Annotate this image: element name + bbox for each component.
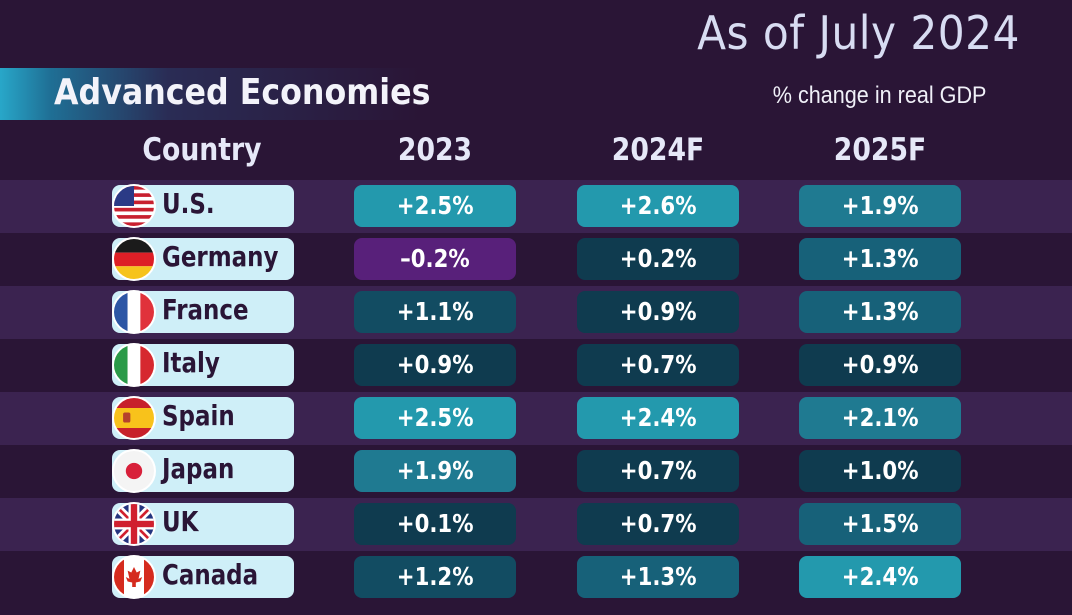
value-text: +2.5%	[396, 403, 474, 432]
germany-flag-icon	[112, 237, 156, 281]
country-name: Japan	[162, 452, 235, 485]
column-header-country: Country	[142, 132, 262, 168]
value-text: +1.5%	[841, 509, 919, 538]
table-row: U.S. +2.5% +2.6% +1.9%	[0, 180, 1072, 233]
column-header-2025f: 2025F	[833, 132, 927, 168]
value-text: +2.5%	[396, 191, 474, 220]
value-text: +0.9%	[619, 297, 697, 326]
value-cell-2025f: +1.3%	[799, 238, 961, 280]
value-text: –0.2%	[400, 244, 470, 273]
value-cell-2025f: +1.9%	[799, 185, 961, 227]
value-text: +0.7%	[619, 509, 697, 538]
value-text: +2.4%	[841, 562, 919, 591]
country-name: Germany	[162, 240, 279, 273]
value-text: +0.2%	[619, 244, 697, 273]
value-cell-2024f: +2.6%	[577, 185, 739, 227]
value-cell-2025f: +2.1%	[799, 397, 961, 439]
value-text: +0.9%	[396, 350, 474, 379]
table-row: Spain +2.5% +2.4% +2.1%	[0, 392, 1072, 445]
france-flag-icon	[112, 290, 156, 334]
country-name: Italy	[162, 346, 220, 379]
column-header-2023: 2023	[397, 132, 473, 168]
value-cell-2024f: +0.7%	[577, 344, 739, 386]
value-cell-2024f: +1.3%	[577, 556, 739, 598]
value-cell-2024f: +0.7%	[577, 503, 739, 545]
value-text: +0.7%	[619, 350, 697, 379]
value-text: +2.6%	[619, 191, 697, 220]
value-cell-2025f: +1.0%	[799, 450, 961, 492]
value-cell-2023: +1.1%	[354, 291, 516, 333]
section-band	[0, 68, 420, 120]
value-text: +1.9%	[841, 191, 919, 220]
canada-flag-icon	[112, 555, 156, 599]
value-text: +1.9%	[396, 456, 474, 485]
table-row: Japan +1.9% +0.7% +1.0%	[0, 445, 1072, 498]
value-text: +2.4%	[619, 403, 697, 432]
value-cell-2023: +1.2%	[354, 556, 516, 598]
section-title: Advanced Economies	[54, 72, 431, 113]
value-cell-2023: +1.9%	[354, 450, 516, 492]
spain-flag-icon	[112, 396, 156, 440]
value-text: +0.9%	[841, 350, 919, 379]
table-row: Canada +1.2% +1.3% +2.4%	[0, 551, 1072, 604]
value-text: +0.1%	[396, 509, 474, 538]
unit-note: % change in real GDP	[772, 82, 986, 109]
value-cell-2025f: +1.5%	[799, 503, 961, 545]
value-text: +1.3%	[619, 562, 697, 591]
table-row: Italy +0.9% +0.7% +0.9%	[0, 339, 1072, 392]
value-cell-2025f: +2.4%	[799, 556, 961, 598]
country-name: France	[162, 293, 249, 326]
table-body: U.S. +2.5% +2.6% +1.9% Germany –0.2% +0.…	[0, 180, 1072, 604]
page-subtitle: As of July 2024	[697, 6, 1020, 60]
uk-flag-icon	[112, 502, 156, 546]
country-name: U.S.	[162, 187, 215, 220]
table-row: UK +0.1% +0.7% +1.5%	[0, 498, 1072, 551]
value-text: +1.3%	[841, 297, 919, 326]
value-cell-2023: +2.5%	[354, 185, 516, 227]
country-name: Spain	[162, 399, 235, 432]
value-text: +1.1%	[396, 297, 474, 326]
column-header-2024f: 2024F	[611, 132, 705, 168]
value-cell-2024f: +0.7%	[577, 450, 739, 492]
table-row: France +1.1% +0.9% +1.3%	[0, 286, 1072, 339]
italy-flag-icon	[112, 343, 156, 387]
value-cell-2024f: +0.9%	[577, 291, 739, 333]
value-text: +1.2%	[396, 562, 474, 591]
table-row: Germany –0.2% +0.2% +1.3%	[0, 233, 1072, 286]
country-name: UK	[162, 505, 199, 538]
value-cell-2023: +0.9%	[354, 344, 516, 386]
value-cell-2023: +2.5%	[354, 397, 516, 439]
japan-flag-icon	[112, 449, 156, 493]
value-text: +1.0%	[841, 456, 919, 485]
value-cell-2023: +0.1%	[354, 503, 516, 545]
us-flag-icon	[112, 184, 156, 228]
value-text: +0.7%	[619, 456, 697, 485]
value-cell-2024f: +2.4%	[577, 397, 739, 439]
value-cell-2025f: +0.9%	[799, 344, 961, 386]
value-text: +1.3%	[841, 244, 919, 273]
country-name: Canada	[162, 558, 259, 591]
value-cell-2025f: +1.3%	[799, 291, 961, 333]
value-cell-2024f: +0.2%	[577, 238, 739, 280]
value-cell-2023: –0.2%	[354, 238, 516, 280]
value-text: +2.1%	[841, 403, 919, 432]
